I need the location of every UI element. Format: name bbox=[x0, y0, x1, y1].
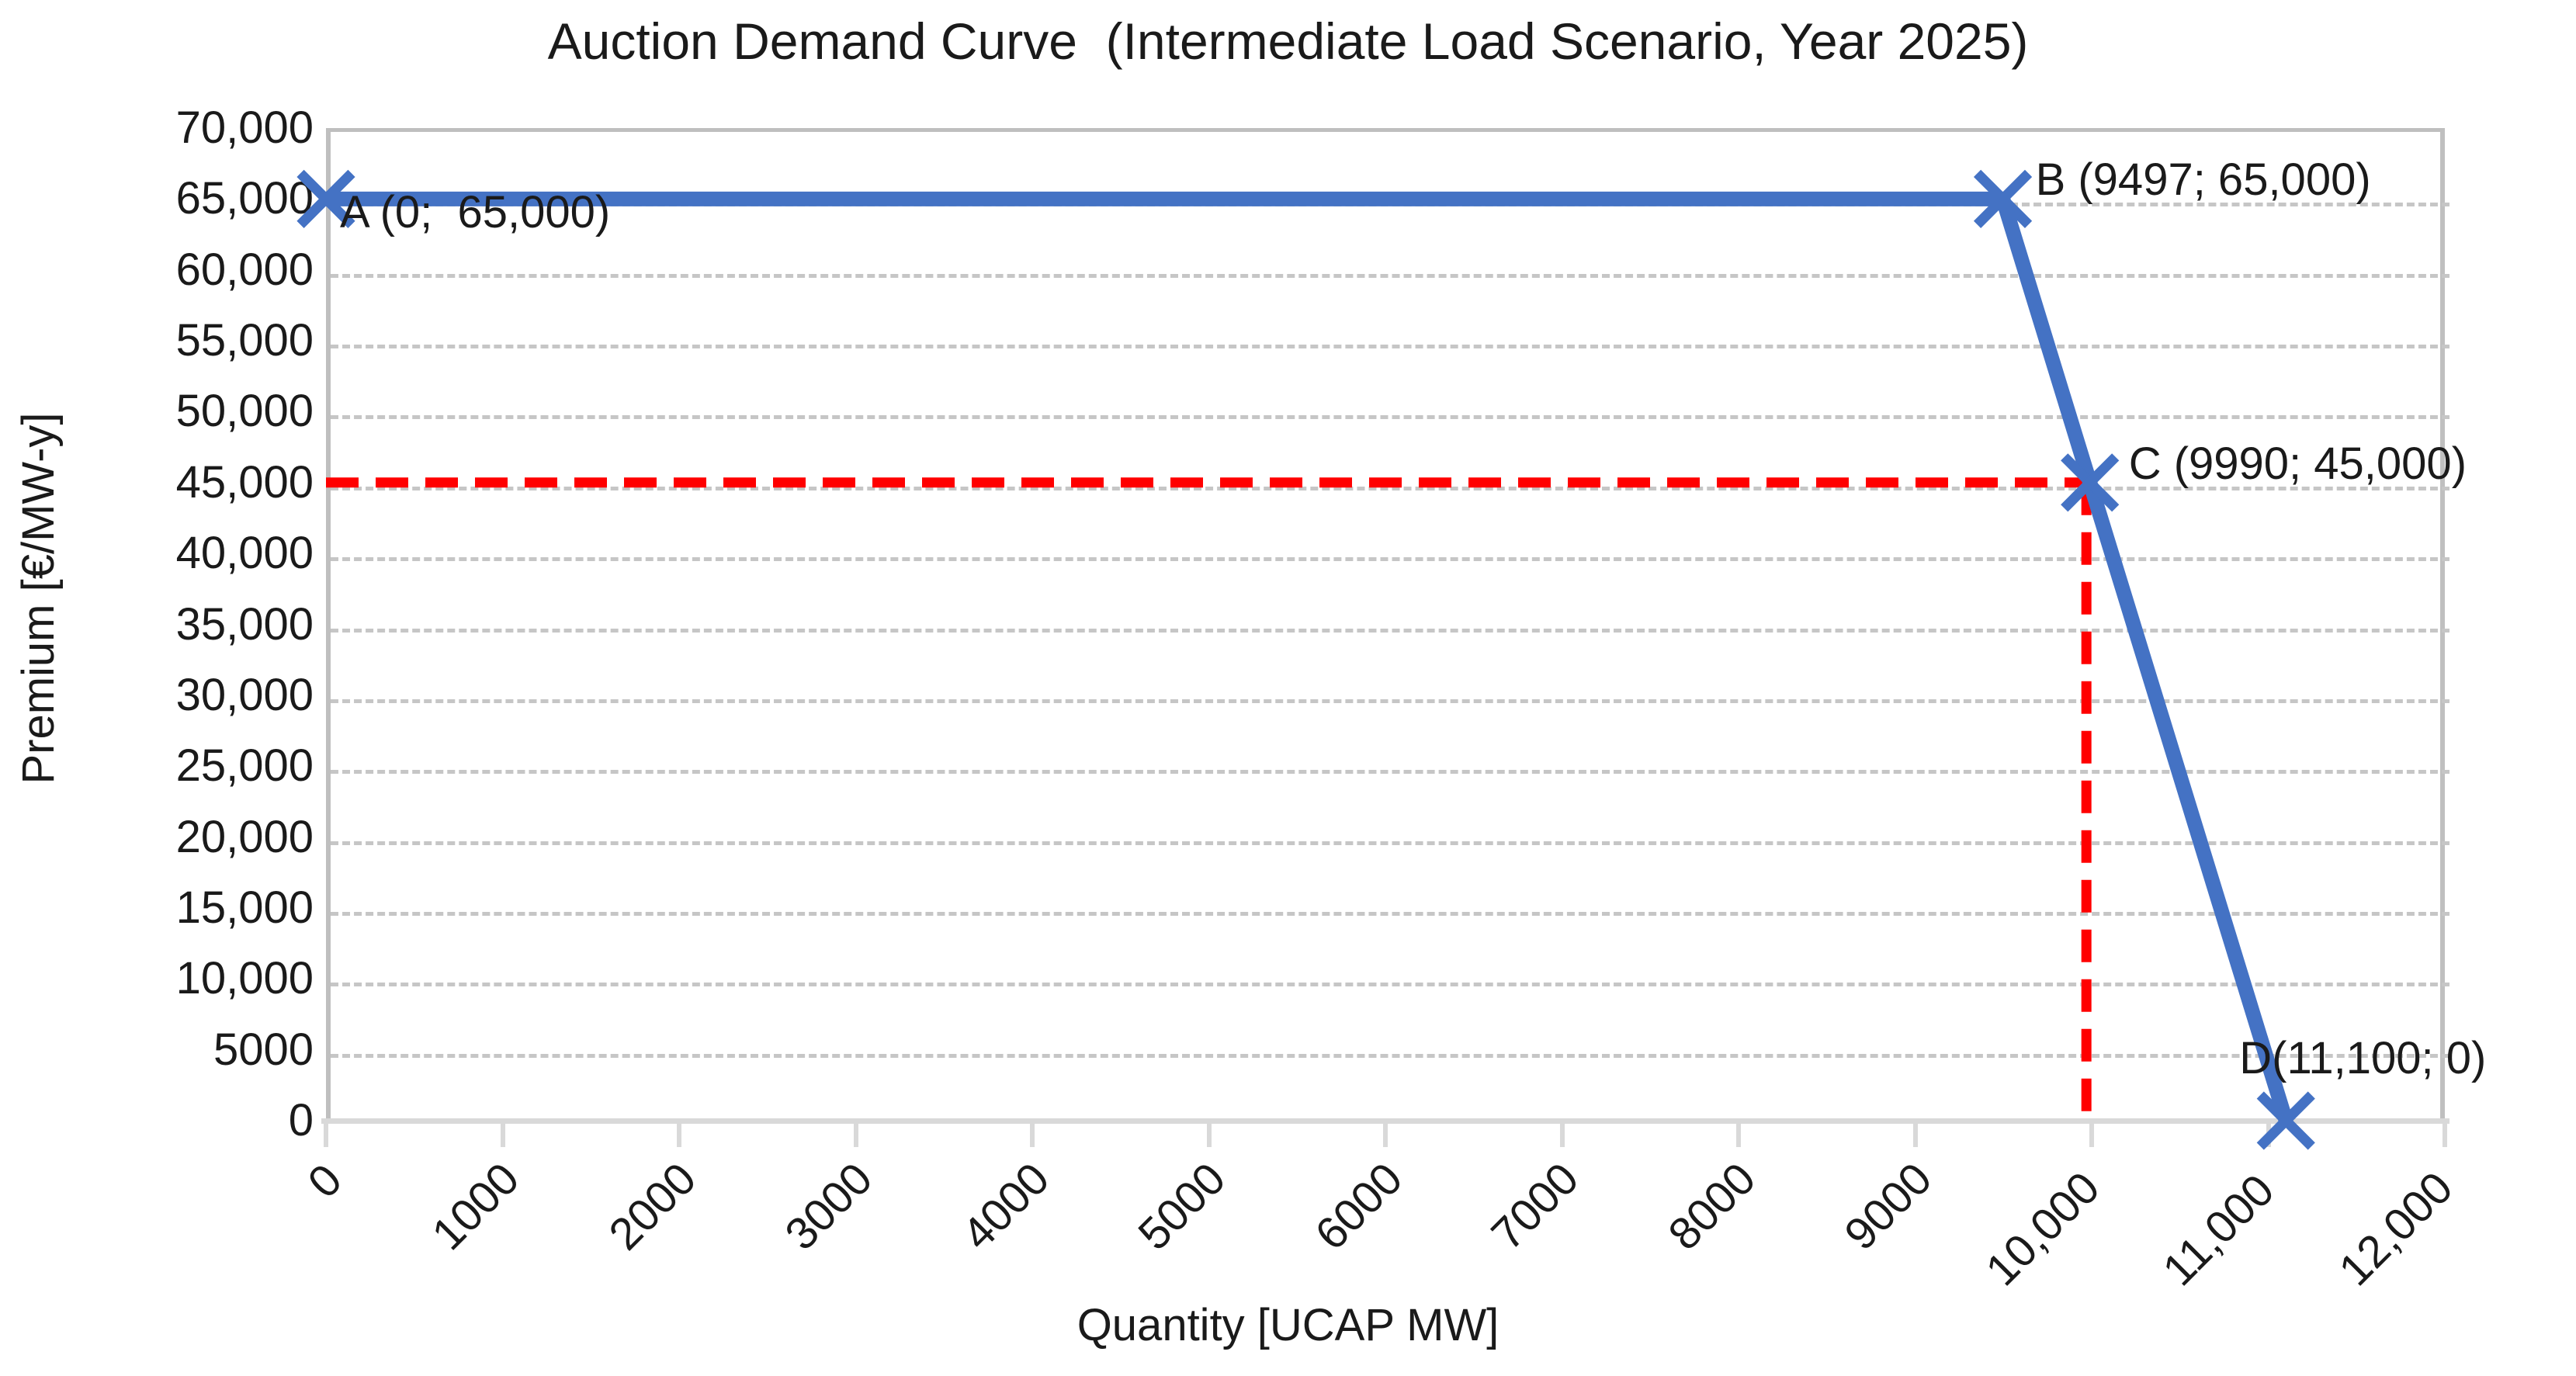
y-tick-label: 55,000 bbox=[175, 315, 314, 366]
x-tick-label: 3000 bbox=[775, 1153, 882, 1260]
x-tick-label: 8000 bbox=[1658, 1153, 1765, 1260]
y-tick-label: 65,000 bbox=[175, 173, 314, 224]
x-tick-label: 9000 bbox=[1835, 1153, 1942, 1260]
y-axis-tick-labels: 70,000 65,000 60,000 55,000 50,000 45,000 40,0… bbox=[0, 0, 314, 1164]
y-tick-label: 0 bbox=[288, 1095, 314, 1146]
plot-area bbox=[326, 128, 2449, 1121]
x-tick-mark bbox=[1383, 1124, 1388, 1147]
y-tick-label: 50,000 bbox=[175, 386, 314, 437]
x-tick-mark bbox=[500, 1124, 505, 1147]
x-tick-label: 1000 bbox=[422, 1153, 529, 1260]
gridline bbox=[331, 1053, 2449, 1058]
y-tick-label: 20,000 bbox=[175, 811, 314, 862]
y-tick-label: 45,000 bbox=[175, 456, 314, 508]
chart-title: Auction Demand Curve (Intermediate Load … bbox=[547, 12, 2029, 70]
x-tick-mark bbox=[2089, 1124, 2094, 1147]
point-label-B: B (9497; 65,000) bbox=[2035, 154, 2371, 206]
x-tick-mark bbox=[1206, 1124, 1212, 1147]
point-label-D: D(11,100; 0) bbox=[2239, 1033, 2487, 1083]
x-tick-label: 0 bbox=[298, 1153, 352, 1208]
gridline bbox=[331, 415, 2449, 420]
x-tick-mark bbox=[2266, 1124, 2271, 1147]
x-tick-label: 11,000 bbox=[2152, 1164, 2284, 1295]
gridline bbox=[331, 841, 2449, 845]
gridline bbox=[331, 983, 2449, 987]
x-tick-mark bbox=[1736, 1124, 1741, 1147]
point-label-A: A (0; 65,000) bbox=[340, 187, 611, 238]
y-tick-label: 15,000 bbox=[175, 882, 314, 933]
x-axis-title: Quantity [UCAP MW] bbox=[1077, 1300, 1499, 1350]
x-tick-label: 7000 bbox=[1482, 1153, 1589, 1260]
x-tick-mark bbox=[2443, 1124, 2447, 1147]
point-label-C: C (9990; 45,000) bbox=[2128, 438, 2467, 489]
gridline bbox=[331, 911, 2449, 916]
gridline bbox=[331, 628, 2449, 633]
x-tick-label: 10,000 bbox=[1976, 1162, 2110, 1295]
y-tick-label: 25,000 bbox=[175, 740, 314, 792]
x-tick-mark bbox=[677, 1124, 681, 1147]
y-tick-label: 35,000 bbox=[175, 598, 314, 650]
x-tick-mark bbox=[853, 1124, 858, 1147]
y-tick-label: 60,000 bbox=[175, 244, 314, 295]
x-tick-label: 2000 bbox=[598, 1153, 706, 1260]
x-tick-label: 4000 bbox=[952, 1153, 1059, 1260]
y-tick-label: 30,000 bbox=[175, 669, 314, 720]
gridline bbox=[331, 273, 2449, 278]
y-tick-label: 70,000 bbox=[175, 102, 314, 153]
x-tick-mark bbox=[1030, 1124, 1035, 1147]
x-tick-label: 5000 bbox=[1129, 1153, 1236, 1260]
x-tick-mark bbox=[1559, 1124, 1565, 1147]
y-tick-label: 5000 bbox=[213, 1024, 314, 1075]
gridline bbox=[331, 557, 2449, 562]
x-axis-line bbox=[321, 1118, 2449, 1124]
x-tick-label: 6000 bbox=[1305, 1153, 1412, 1260]
y-tick-label: 40,000 bbox=[175, 528, 314, 579]
x-tick-mark bbox=[1912, 1124, 1918, 1147]
gridline bbox=[331, 698, 2449, 703]
x-tick-label: 12,000 bbox=[2329, 1162, 2463, 1295]
y-tick-label: 10,000 bbox=[175, 953, 314, 1004]
x-tick-mark bbox=[324, 1124, 328, 1147]
gridline bbox=[331, 770, 2449, 775]
gridline bbox=[331, 345, 2449, 349]
